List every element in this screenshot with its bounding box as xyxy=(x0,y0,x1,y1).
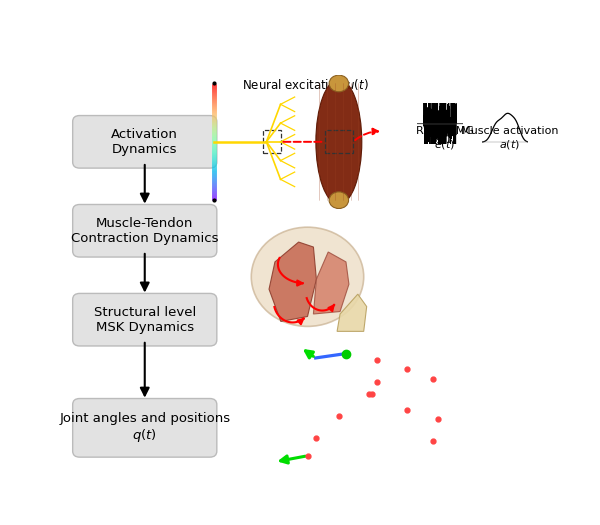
Text: Activation
Dynamics: Activation Dynamics xyxy=(112,128,178,156)
FancyBboxPatch shape xyxy=(73,293,217,346)
Text: Joint angles and positions
$q(t)$: Joint angles and positions $q(t)$ xyxy=(59,412,230,444)
FancyBboxPatch shape xyxy=(73,398,217,457)
FancyBboxPatch shape xyxy=(73,116,217,168)
Text: Muscle-Tendon
Contraction Dynamics: Muscle-Tendon Contraction Dynamics xyxy=(71,217,218,245)
Text: Muscle activation
$a(t)$: Muscle activation $a(t)$ xyxy=(461,125,559,151)
Text: Raw sEMG
$e(t)$: Raw sEMG $e(t)$ xyxy=(416,125,473,151)
FancyBboxPatch shape xyxy=(73,205,217,257)
Text: Neural excitation $u(t)$: Neural excitation $u(t)$ xyxy=(242,77,368,92)
Text: Structural level
MSK Dynamics: Structural level MSK Dynamics xyxy=(94,306,196,334)
